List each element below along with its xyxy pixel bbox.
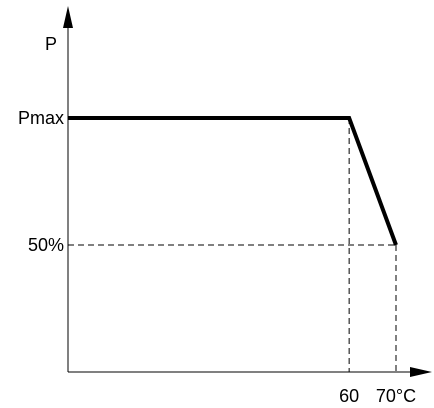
y-axis-label: P	[45, 34, 57, 54]
x-tick-label-1: 70°C	[376, 386, 416, 406]
y-axis-arrow	[63, 6, 73, 28]
data-point-0-0	[67, 117, 69, 119]
series-line-0	[68, 116, 398, 246]
data-point-0-2	[395, 244, 397, 246]
series	[67, 116, 398, 246]
guide-lines	[68, 118, 397, 372]
y-tick-label-0: Pmax	[18, 108, 64, 128]
x-tick-label-0: 60	[339, 386, 359, 406]
axes	[63, 6, 432, 377]
y-tick-label-1: 50%	[28, 235, 64, 255]
x-axis-arrow	[410, 367, 432, 377]
labels: P Pmax 50% 60 70°C	[18, 34, 416, 406]
data-point-0-1	[348, 117, 350, 119]
